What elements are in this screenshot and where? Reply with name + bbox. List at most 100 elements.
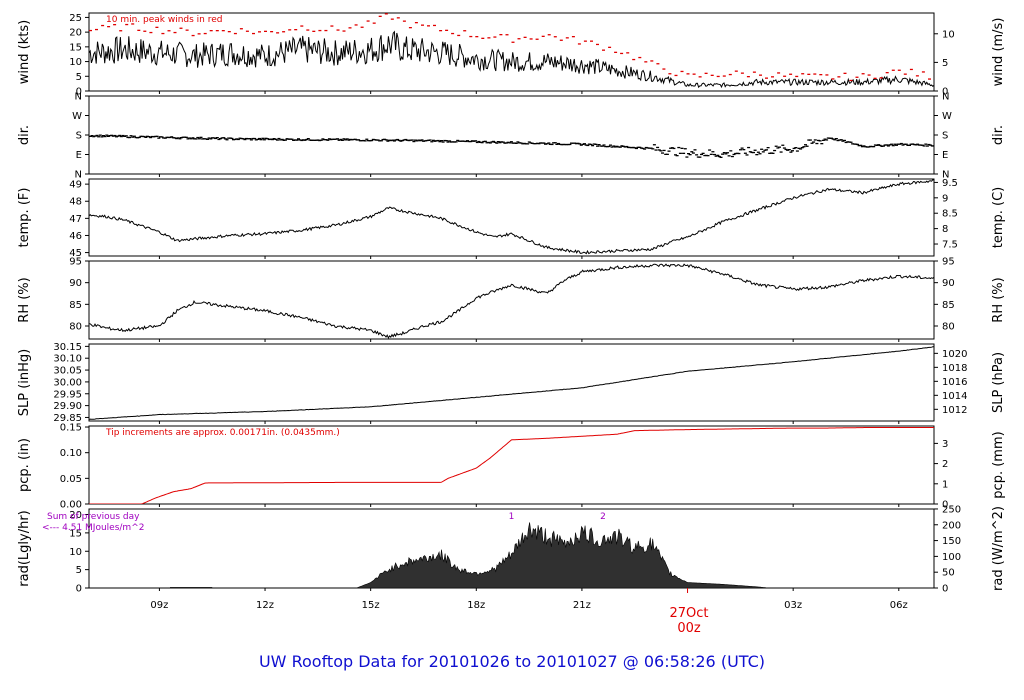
dir-mark [154,135,157,138]
dir-mark [163,137,167,139]
dir-mark [670,147,674,149]
dir-mark [748,151,752,153]
dir-mark [362,139,365,142]
dir-mark [401,139,404,142]
dir-mark [656,146,660,149]
dir-mark [415,140,419,142]
peak-wind-mark [421,24,424,26]
dir-mark [652,144,656,146]
dir-mark [782,147,786,149]
dir-mark [898,143,902,145]
dir-mark [867,146,871,148]
dir-mark [815,142,819,145]
dir-mark [674,154,677,156]
dir-mark [215,137,219,139]
panel-frame [88,95,935,175]
dir-mark [716,154,720,156]
peak-wind-mark [759,74,762,76]
dir-mark [485,142,489,144]
dir-mark [753,149,757,151]
peak-wind-mark [915,75,919,77]
dir-mark [352,138,356,141]
dir-mark [467,140,471,143]
dir-mark [272,138,276,140]
dir-mark [206,138,209,140]
dir-mark [222,137,226,139]
peak-wind-mark [668,73,672,75]
left-axis-label: RH (%) [17,277,32,322]
panel-note: Tip increments are approx. 0.00171in. (0… [105,428,340,438]
left-tick-label: 30.05 [53,366,82,377]
dir-mark [446,141,450,143]
dir-mark [306,138,310,140]
dir-mark [612,145,616,147]
right-tick-label: 85 [942,300,955,311]
peak-wind-mark [451,32,455,35]
peak-wind-mark [137,29,141,31]
dir-mark [818,140,822,142]
dir-mark [641,147,645,150]
dir-mark [102,135,105,137]
dir-mark [347,139,351,141]
dir-mark [240,137,244,140]
dir-mark [279,139,283,141]
dir-mark [136,137,140,139]
dir-mark [311,139,315,141]
dir-mark [496,141,500,143]
dir-mark [787,149,791,151]
dir-mark [615,145,619,147]
dir-mark [727,155,731,157]
dir-mark [197,138,201,140]
dir-mark [729,150,733,152]
dir-mark [609,144,612,146]
dir-mark [194,138,198,140]
dir-mark [449,141,453,143]
peak-wind-mark [565,37,569,39]
dir-mark [332,138,336,140]
dir-mark [651,148,655,150]
peak-wind-mark [221,30,225,32]
dir-mark [659,150,663,152]
dir-mark [402,139,406,141]
dir-mark [368,140,372,142]
dir-mark [591,145,595,147]
dir-mark [862,145,866,147]
peak-wind-mark [885,72,889,74]
dir-mark [168,136,172,139]
peak-wind-mark [662,68,666,70]
dir-mark [493,141,497,143]
dir-mark [691,152,695,154]
dir-mark [693,149,697,151]
dir-mark [316,139,320,141]
peak-wind-mark [318,29,322,32]
dir-mark [625,145,629,148]
peak-wind-mark [408,27,412,29]
peak-wind-mark [264,30,267,32]
dir-mark [155,135,159,137]
dir-mark [856,143,859,146]
dir-mark [274,138,278,140]
peak-wind-mark [384,13,388,15]
right-tick-label: 8.5 [942,209,958,220]
dir-mark [644,146,648,149]
dir-mark [217,138,221,141]
peak-wind-mark [414,22,418,24]
dir-mark [509,141,513,143]
peak-wind-mark [191,34,195,37]
dir-mark [292,139,296,141]
dir-mark [919,144,923,146]
peak-wind-mark [650,60,654,62]
dir-mark [756,151,760,153]
left-tick-label: 5 [76,72,82,83]
peak-wind-mark [620,52,624,55]
dir-mark [89,135,92,137]
dir-mark [623,146,627,148]
dir-mark [498,142,502,144]
dir-mark [758,153,762,155]
dir-mark [301,139,305,141]
dir-mark [761,151,765,153]
dir-mark [633,147,637,149]
dir-mark [896,143,900,145]
dir-mark [414,139,417,141]
peak-wind-mark [487,37,491,39]
